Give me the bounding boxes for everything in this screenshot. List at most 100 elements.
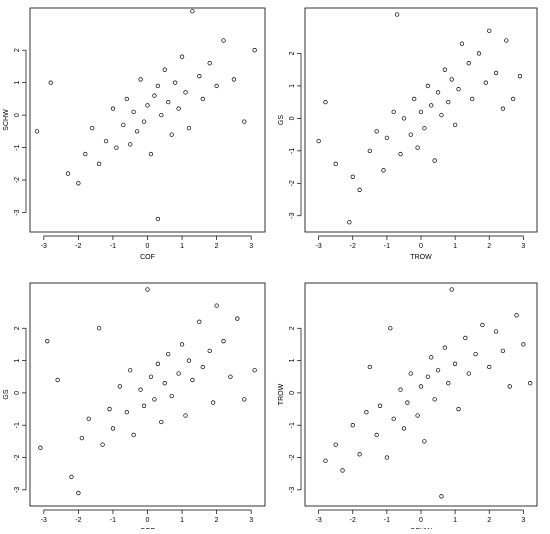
point <box>487 364 492 370</box>
point <box>374 129 379 134</box>
plot-frame <box>29 282 266 507</box>
point <box>435 90 441 95</box>
point <box>429 355 434 360</box>
x-tick-label: 3 <box>249 243 253 250</box>
point <box>367 148 372 153</box>
point <box>357 452 362 457</box>
point <box>114 145 119 150</box>
point <box>323 458 328 463</box>
x-tick-label: 1 <box>180 243 184 250</box>
point <box>128 368 133 373</box>
point <box>500 348 506 354</box>
point <box>333 442 338 447</box>
point <box>422 439 427 444</box>
point <box>155 83 161 89</box>
point <box>415 413 420 418</box>
point <box>473 351 478 357</box>
x-tick-label: -2 <box>350 243 356 250</box>
point <box>176 106 181 111</box>
y-tick-label: 2 <box>289 51 296 55</box>
y-tick-label: -2 <box>14 454 21 460</box>
point <box>197 74 202 79</box>
point <box>528 381 533 386</box>
point <box>398 151 403 157</box>
x-axis-label: TROW <box>410 254 432 261</box>
point <box>148 151 154 157</box>
point <box>34 129 40 134</box>
y-tick-label: -1 <box>289 422 296 428</box>
point <box>124 410 129 415</box>
point <box>364 410 369 415</box>
y-tick-label: -3 <box>289 213 296 219</box>
y-axis-label: GS <box>3 389 10 399</box>
point <box>138 387 143 392</box>
y-axis-label: TROW <box>278 383 285 405</box>
y-tick-label: 0 <box>289 391 296 395</box>
point <box>103 138 109 144</box>
point <box>166 99 171 105</box>
point <box>86 416 91 421</box>
point <box>76 181 81 186</box>
point <box>357 187 362 192</box>
point <box>391 416 396 421</box>
point <box>408 132 413 137</box>
point <box>480 322 485 328</box>
y-tick-label: -1 <box>14 422 21 428</box>
point <box>374 432 379 438</box>
point <box>110 426 116 431</box>
point <box>449 287 454 292</box>
point <box>398 387 403 392</box>
y-tick-label: 2 <box>289 326 296 330</box>
x-tick-label: 1 <box>453 243 457 250</box>
point <box>228 374 233 379</box>
x-tick-label: 1 <box>453 517 457 524</box>
point <box>476 51 482 56</box>
point <box>197 319 202 324</box>
point <box>186 358 192 363</box>
point <box>439 112 444 118</box>
point <box>367 364 372 370</box>
x-tick-label: 3 <box>521 517 525 524</box>
x-tick-label: 1 <box>180 517 184 524</box>
point <box>466 61 471 66</box>
y-tick-label: -3 <box>14 487 21 493</box>
point <box>159 112 164 118</box>
point <box>214 303 219 308</box>
point <box>131 432 136 438</box>
point <box>169 393 174 399</box>
point <box>166 351 171 357</box>
point <box>350 423 355 428</box>
y-tick-label: 1 <box>14 359 21 363</box>
point <box>425 374 430 379</box>
point <box>456 87 461 92</box>
point <box>242 119 247 124</box>
point <box>235 316 240 321</box>
point <box>117 384 123 389</box>
point <box>96 161 102 166</box>
point <box>148 374 154 379</box>
point <box>493 329 499 334</box>
x-tick-label: -1 <box>384 517 390 524</box>
y-tick-label: 0 <box>289 116 296 120</box>
point <box>452 361 458 366</box>
point <box>183 90 188 95</box>
point <box>394 12 400 17</box>
point <box>48 80 53 85</box>
point <box>483 80 488 85</box>
x-tick-label: 2 <box>215 517 219 524</box>
y-axis-label: SCHW <box>3 109 10 131</box>
point <box>384 455 390 460</box>
point <box>90 125 95 131</box>
x-tick-label: 0 <box>146 517 150 524</box>
point <box>418 384 424 389</box>
x-tick-label: 0 <box>419 517 423 524</box>
point <box>38 445 43 450</box>
point <box>401 116 407 121</box>
point <box>145 287 150 292</box>
point <box>169 132 174 137</box>
point <box>76 490 81 496</box>
point <box>134 129 140 134</box>
point <box>432 158 437 163</box>
y-tick-label: 1 <box>289 84 296 88</box>
